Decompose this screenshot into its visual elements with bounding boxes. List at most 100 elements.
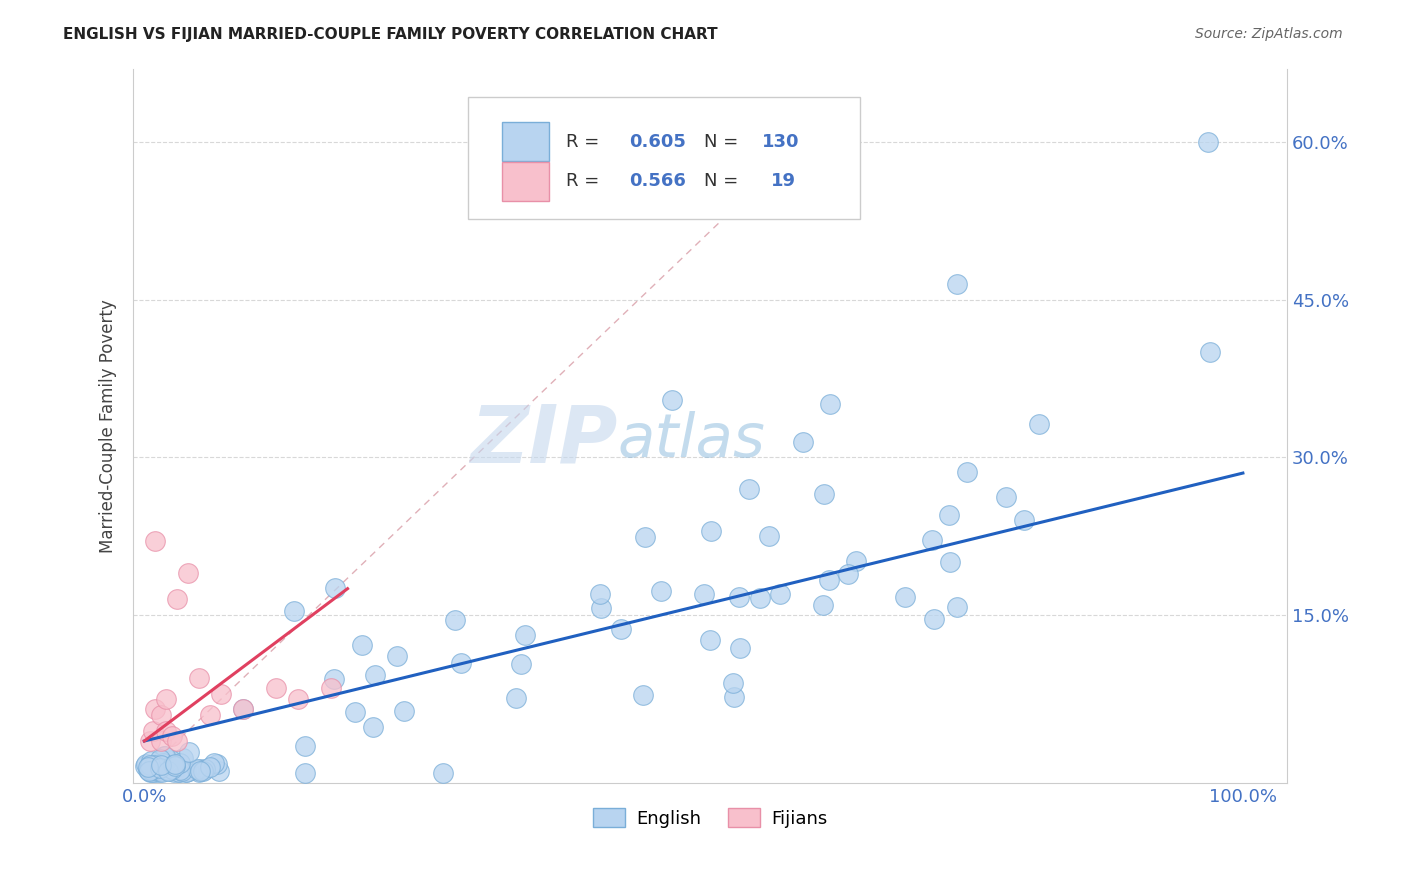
Text: N =: N = — [704, 133, 744, 151]
Point — [166, 592, 188, 607]
Point — [157, 764, 180, 778]
Point — [1199, 345, 1222, 359]
Point — [693, 586, 716, 600]
Point — [845, 554, 868, 568]
Point — [591, 601, 613, 615]
Point — [946, 277, 969, 291]
Point — [152, 764, 174, 778]
Point — [139, 758, 162, 772]
Point — [169, 756, 191, 771]
Point — [450, 656, 472, 670]
Point — [205, 756, 228, 771]
Point — [160, 729, 183, 743]
Point — [167, 765, 190, 780]
Point — [148, 760, 170, 774]
Point — [149, 707, 172, 722]
Point — [443, 613, 465, 627]
Point — [510, 657, 533, 672]
Point — [200, 759, 222, 773]
Point — [149, 752, 172, 766]
Point — [188, 762, 211, 776]
Text: ENGLISH VS FIJIAN MARRIED-COUPLE FAMILY POVERTY CORRELATION CHART: ENGLISH VS FIJIAN MARRIED-COUPLE FAMILY … — [63, 27, 718, 42]
Point — [143, 702, 166, 716]
Point — [287, 692, 309, 706]
Point — [177, 764, 200, 778]
Text: N =: N = — [704, 172, 749, 190]
Point — [149, 762, 172, 776]
Point — [792, 434, 814, 449]
Point — [165, 759, 187, 773]
Point — [723, 690, 745, 704]
Point — [138, 761, 160, 775]
Point — [1028, 417, 1050, 431]
Text: 0.605: 0.605 — [630, 133, 686, 151]
Point — [141, 761, 163, 775]
Point — [209, 687, 232, 701]
Point — [325, 581, 347, 595]
Point — [150, 764, 173, 779]
Point — [811, 598, 834, 612]
Point — [141, 763, 163, 777]
Point — [727, 590, 749, 604]
Point — [188, 671, 211, 685]
Point — [385, 649, 408, 664]
Point — [141, 760, 163, 774]
Point — [723, 675, 745, 690]
Point — [152, 756, 174, 770]
Point — [143, 764, 166, 779]
Point — [143, 762, 166, 776]
Point — [894, 591, 917, 605]
Text: atlas: atlas — [617, 410, 766, 469]
Point — [921, 533, 943, 547]
Text: R =: R = — [565, 133, 605, 151]
Point — [160, 762, 183, 776]
Point — [174, 764, 197, 779]
Point — [589, 587, 612, 601]
Point — [283, 604, 305, 618]
Point — [186, 762, 208, 776]
Point — [138, 762, 160, 776]
Point — [202, 756, 225, 770]
Point — [157, 760, 180, 774]
Point — [813, 486, 835, 500]
Point — [165, 757, 187, 772]
Point — [160, 754, 183, 768]
Point — [737, 482, 759, 496]
Point — [319, 681, 342, 696]
Point — [143, 534, 166, 549]
Point — [513, 628, 536, 642]
Point — [294, 739, 316, 753]
Point — [153, 749, 176, 764]
Point — [145, 763, 167, 777]
Point — [141, 762, 163, 776]
Point — [149, 761, 172, 775]
Point — [610, 623, 633, 637]
Text: Source: ZipAtlas.com: Source: ZipAtlas.com — [1195, 27, 1343, 41]
Point — [294, 765, 316, 780]
Point — [995, 490, 1018, 504]
Point — [363, 720, 385, 734]
Point — [188, 765, 211, 780]
Point — [661, 392, 683, 407]
Text: 19: 19 — [772, 172, 796, 190]
Point — [145, 756, 167, 771]
Point — [758, 529, 780, 543]
Point — [343, 706, 366, 720]
Point — [162, 757, 184, 772]
Point — [167, 764, 190, 779]
Point — [208, 764, 231, 778]
Point — [155, 692, 177, 706]
Point — [174, 764, 197, 779]
Point — [134, 759, 156, 773]
Point — [200, 707, 222, 722]
Text: 0.566: 0.566 — [630, 172, 686, 190]
Point — [149, 759, 172, 773]
Point — [350, 638, 373, 652]
Point — [818, 397, 841, 411]
Point — [148, 764, 170, 778]
Point — [163, 764, 186, 779]
Point — [146, 761, 169, 775]
Point — [769, 586, 792, 600]
Point — [938, 508, 960, 522]
Point — [939, 556, 962, 570]
